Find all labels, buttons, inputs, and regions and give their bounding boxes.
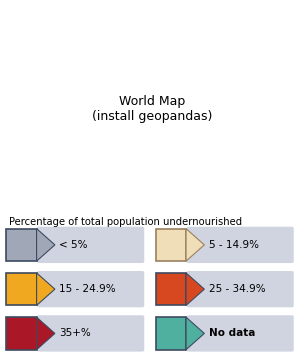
FancyBboxPatch shape xyxy=(6,273,37,305)
FancyBboxPatch shape xyxy=(6,229,37,261)
FancyBboxPatch shape xyxy=(37,271,144,307)
FancyBboxPatch shape xyxy=(6,317,37,350)
Polygon shape xyxy=(37,317,55,350)
Polygon shape xyxy=(37,273,55,305)
Polygon shape xyxy=(186,317,204,350)
Text: 35+%: 35+% xyxy=(59,328,91,338)
FancyBboxPatch shape xyxy=(156,229,186,261)
Text: 5 - 14.9%: 5 - 14.9% xyxy=(209,240,259,250)
FancyBboxPatch shape xyxy=(187,271,294,307)
Text: Percentage of total population undernourished: Percentage of total population undernour… xyxy=(9,217,242,227)
Text: < 5%: < 5% xyxy=(59,240,88,250)
FancyBboxPatch shape xyxy=(37,315,144,352)
FancyBboxPatch shape xyxy=(156,317,186,350)
Text: World Map
(install geopandas): World Map (install geopandas) xyxy=(92,95,213,123)
Text: 15 - 24.9%: 15 - 24.9% xyxy=(59,284,116,294)
Text: No data: No data xyxy=(209,328,255,338)
Polygon shape xyxy=(186,229,204,261)
FancyBboxPatch shape xyxy=(187,315,294,352)
Text: 25 - 34.9%: 25 - 34.9% xyxy=(209,284,266,294)
FancyBboxPatch shape xyxy=(156,273,186,305)
Polygon shape xyxy=(37,229,55,261)
FancyBboxPatch shape xyxy=(187,227,294,263)
FancyBboxPatch shape xyxy=(37,227,144,263)
Polygon shape xyxy=(186,273,204,305)
